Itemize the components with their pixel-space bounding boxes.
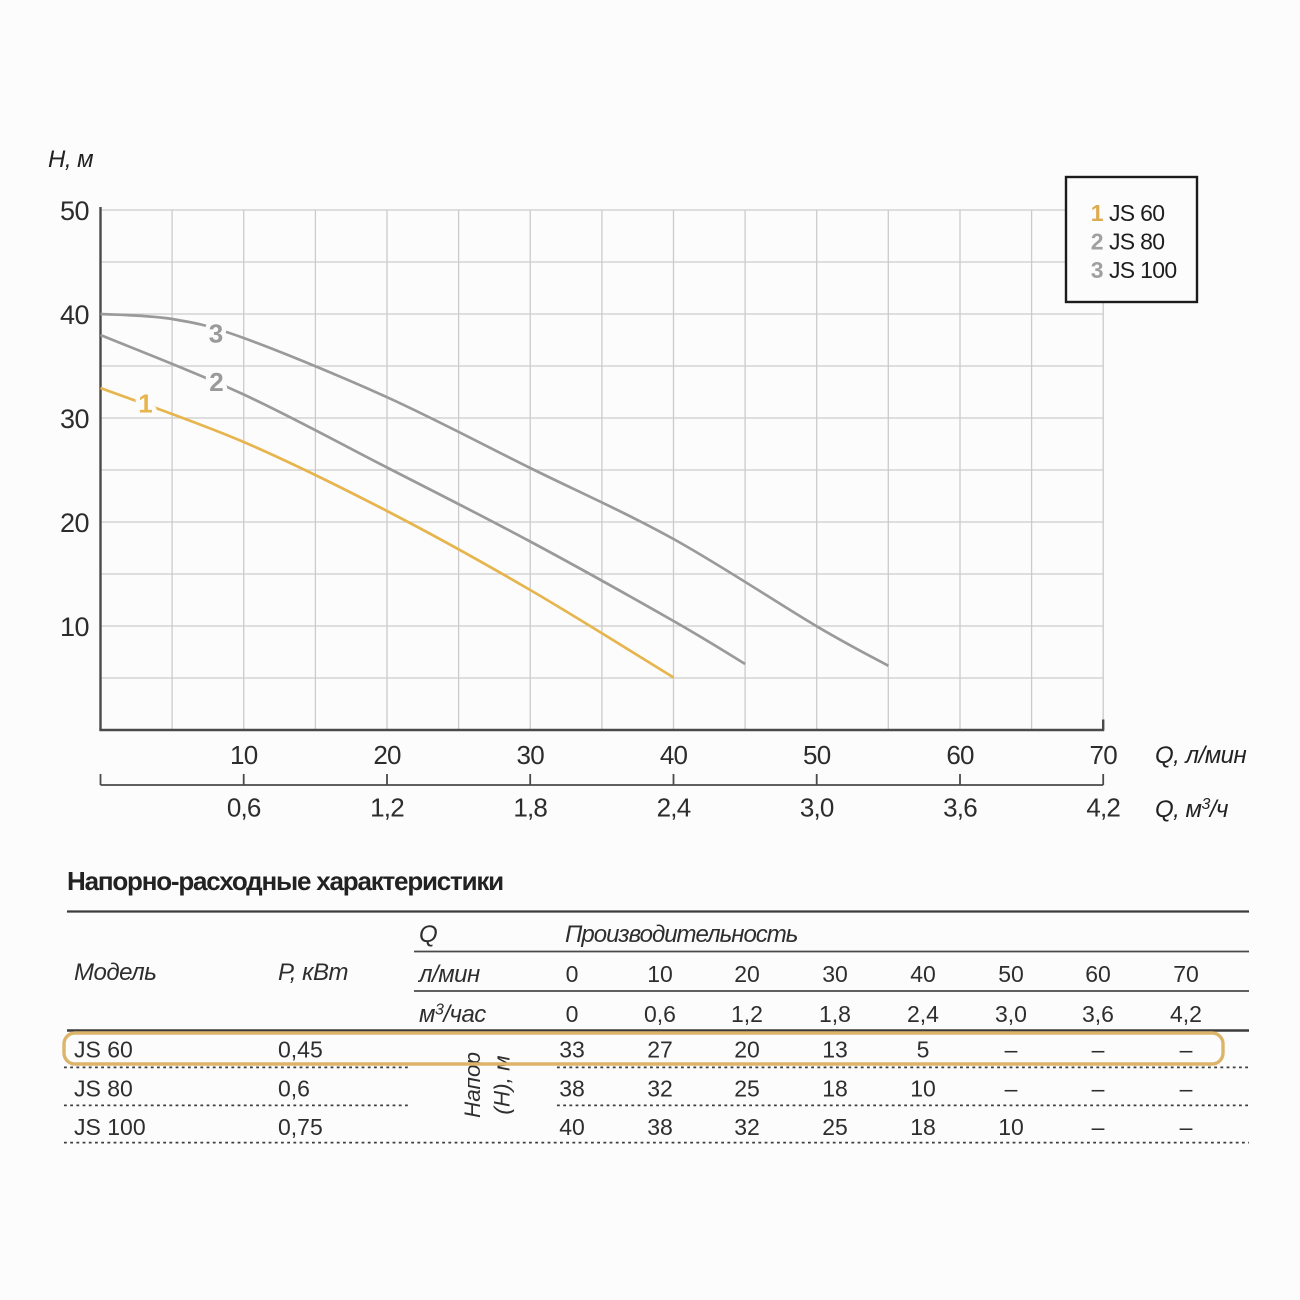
svg-text:JS 60: JS 60 [1109,200,1164,226]
svg-text:м3/час: м3/час [419,1001,486,1028]
svg-text:20: 20 [734,961,760,987]
svg-text:10: 10 [60,612,89,642]
svg-text:18: 18 [910,1114,936,1140]
svg-text:–: – [1005,1037,1018,1063]
svg-text:10: 10 [647,961,673,987]
svg-text:0,6: 0,6 [644,1001,676,1027]
svg-text:18: 18 [822,1076,848,1102]
svg-text:2,4: 2,4 [657,793,691,823]
svg-text:20: 20 [373,740,401,770]
svg-text:60: 60 [946,740,974,770]
svg-text:Производительность: Производительность [565,921,798,948]
svg-text:–: – [1092,1076,1105,1102]
svg-text:13: 13 [822,1037,848,1063]
svg-text:40: 40 [559,1114,585,1140]
svg-text:3: 3 [1091,257,1104,283]
svg-text:3,6: 3,6 [943,793,977,823]
svg-text:20: 20 [60,508,89,538]
svg-text:–: – [1180,1037,1193,1063]
svg-text:50: 50 [60,196,89,226]
svg-text:–: – [1092,1114,1105,1140]
svg-text:1,8: 1,8 [819,1001,851,1027]
svg-text:1,8: 1,8 [513,793,547,823]
svg-text:л/мин: л/мин [417,961,480,988]
svg-text:32: 32 [647,1076,673,1102]
svg-text:70: 70 [1090,740,1118,770]
svg-text:0,75: 0,75 [278,1114,323,1140]
svg-text:1: 1 [138,389,152,419]
svg-text:Модель: Модель [74,959,156,986]
svg-text:3,0: 3,0 [995,1001,1027,1027]
svg-text:JS 60: JS 60 [74,1037,133,1063]
svg-text:Q, л/мин: Q, л/мин [1155,742,1247,769]
svg-text:25: 25 [822,1114,848,1140]
svg-text:1: 1 [1091,200,1104,226]
svg-text:Q, м3/ч: Q, м3/ч [1155,796,1228,823]
svg-text:33: 33 [559,1037,585,1063]
svg-text:H, м: H, м [48,146,93,173]
svg-text:2: 2 [209,367,223,397]
svg-text:0,6: 0,6 [227,793,261,823]
svg-text:0,45: 0,45 [278,1037,323,1063]
svg-text:4,2: 4,2 [1086,793,1120,823]
svg-text:38: 38 [647,1114,673,1140]
svg-text:0: 0 [566,961,579,987]
svg-text:30: 30 [517,740,545,770]
svg-text:JS 80: JS 80 [1109,229,1164,255]
svg-text:40: 40 [60,300,89,330]
svg-text:50: 50 [998,961,1024,987]
svg-text:10: 10 [910,1076,936,1102]
svg-text:–: – [1180,1076,1193,1102]
svg-text:2,4: 2,4 [907,1001,939,1027]
svg-text:60: 60 [1085,961,1111,987]
svg-text:–: – [1005,1076,1018,1102]
svg-text:Q: Q [419,921,437,948]
svg-text:0: 0 [566,1001,579,1027]
svg-text:20: 20 [734,1037,760,1063]
svg-text:–: – [1092,1037,1105,1063]
svg-text:32: 32 [734,1114,760,1140]
svg-text:25: 25 [734,1076,760,1102]
svg-text:70: 70 [1173,961,1199,987]
svg-text:27: 27 [647,1037,673,1063]
svg-text:50: 50 [803,740,831,770]
svg-text:Напорно-расходные характеристи: Напорно-расходные характеристики [67,866,503,896]
svg-text:2: 2 [1091,229,1104,255]
svg-text:40: 40 [660,740,688,770]
svg-text:1,2: 1,2 [370,793,404,823]
svg-text:10: 10 [998,1114,1024,1140]
svg-text:JS 100: JS 100 [74,1114,146,1140]
svg-text:0,6: 0,6 [278,1076,310,1102]
svg-text:3: 3 [209,319,223,349]
svg-text:–: – [1180,1114,1193,1140]
svg-text:30: 30 [60,404,89,434]
svg-text:5: 5 [917,1037,930,1063]
svg-text:40: 40 [910,961,936,987]
svg-text:3,6: 3,6 [1082,1001,1114,1027]
svg-text:3,0: 3,0 [800,793,834,823]
svg-text:10: 10 [230,740,258,770]
svg-text:1,2: 1,2 [731,1001,763,1027]
svg-text:JS 80: JS 80 [74,1076,133,1102]
svg-text:38: 38 [559,1076,585,1102]
svg-text:Р, кВт: Р, кВт [278,959,348,986]
svg-text:30: 30 [822,961,848,987]
svg-text:4,2: 4,2 [1170,1001,1202,1027]
svg-text:JS 100: JS 100 [1109,257,1176,283]
